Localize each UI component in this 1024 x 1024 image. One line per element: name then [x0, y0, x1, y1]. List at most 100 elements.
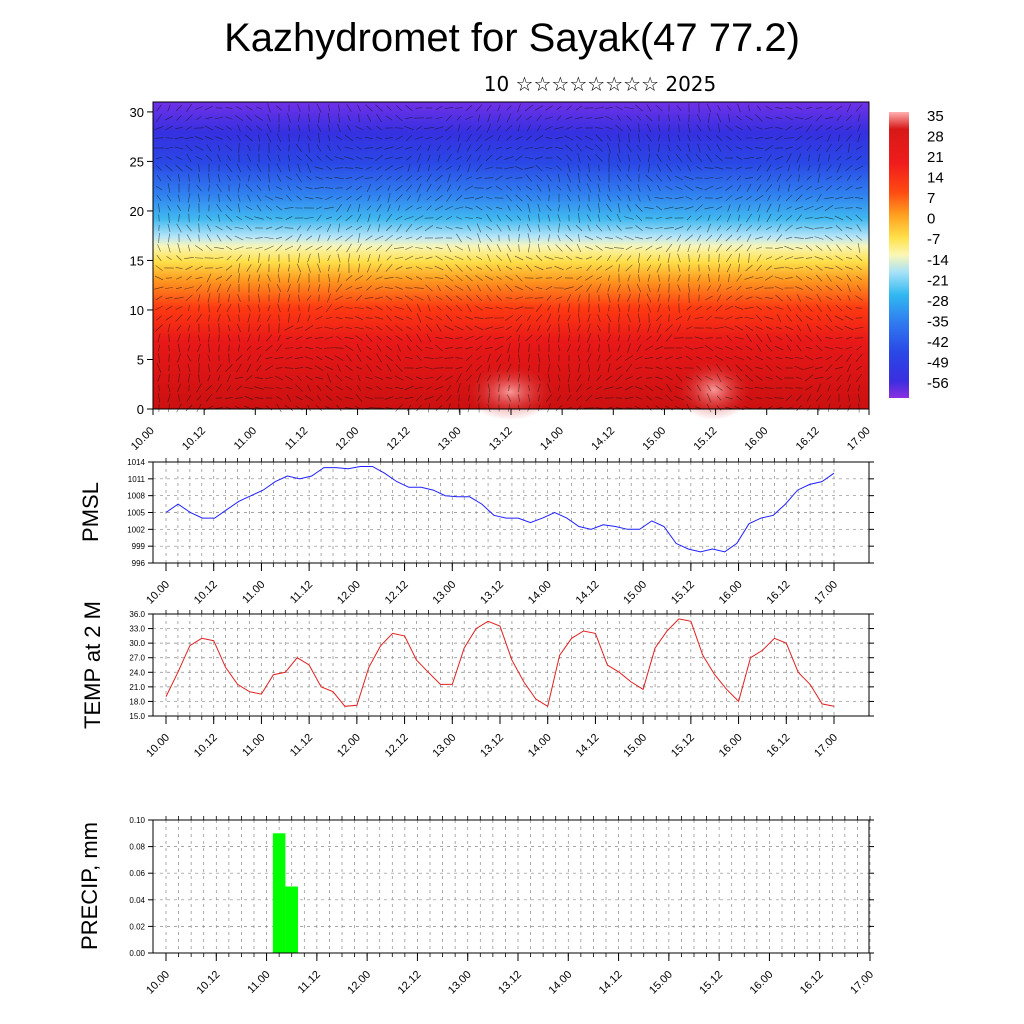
wind-vector: [415, 394, 423, 402]
wind-vector: [298, 114, 300, 122]
wind-vector: [567, 184, 571, 192]
wind-vector: [648, 144, 650, 152]
wind-vector: [387, 204, 391, 212]
wind-vector: [784, 245, 794, 251]
wind-vector: [706, 305, 712, 311]
wind-vector: [484, 177, 494, 179]
wind-vector: [415, 247, 423, 249]
wind-vector: [715, 385, 723, 391]
wind-vector: [587, 204, 591, 212]
wind-vector: [688, 283, 690, 293]
wind-vector: [208, 364, 210, 372]
wind-vector: [518, 233, 520, 243]
temp-y-tick-label: 30.0: [129, 639, 145, 648]
wind-vector: [707, 223, 711, 233]
wind-vector: [716, 363, 722, 373]
wind-vector: [275, 105, 283, 111]
wind-vector: [626, 184, 632, 192]
wind-vector: [597, 174, 601, 182]
wind-vector: [245, 396, 253, 400]
wind-vector: [726, 263, 732, 273]
wind-vector: [516, 215, 522, 221]
wind-vector: [837, 405, 841, 411]
pmsl-x-tick-label: 17.00: [812, 579, 840, 607]
wind-vector: [475, 217, 483, 219]
wind-vector: [716, 113, 722, 123]
wind-vector: [555, 296, 563, 300]
wind-vector: [307, 404, 311, 412]
precip-y-axis: 0.000.020.040.060.080.10: [129, 816, 874, 958]
wind-vector: [518, 373, 520, 383]
wind-vector: [327, 373, 331, 383]
wind-vector: [586, 265, 592, 271]
wind-vector: [705, 315, 713, 321]
wind-vector: [706, 393, 712, 403]
wind-vector: [735, 364, 743, 372]
wind-vector: [385, 386, 393, 390]
wind-vector: [855, 207, 863, 209]
wind-vector: [627, 284, 631, 292]
wind-vector: [324, 206, 334, 210]
wind-vector: [477, 154, 481, 162]
wind-vector: [334, 326, 344, 330]
wind-vector: [687, 243, 691, 253]
wind-vector: [766, 164, 772, 172]
wind-vector: [446, 145, 452, 151]
wind-vector: [706, 103, 712, 113]
wind-vector: [204, 105, 214, 111]
wind-vector: [746, 234, 752, 242]
wind-vector: [514, 255, 524, 261]
wind-vector: [466, 225, 472, 231]
wind-vector: [625, 364, 633, 372]
wind-vector: [515, 314, 523, 322]
wind-vector: [316, 226, 322, 230]
wind-vector: [247, 145, 251, 151]
wind-vector: [207, 374, 211, 382]
wind-vector: [395, 276, 403, 280]
precip-x-tick-label: 16.12: [798, 969, 826, 997]
wind-vector: [176, 403, 182, 413]
wind-vector: [806, 135, 812, 141]
wind-vector: [337, 253, 341, 263]
wind-vector: [736, 223, 742, 233]
wind-vector: [385, 225, 393, 231]
precip-frame: [152, 819, 870, 954]
wind-vector: [655, 346, 663, 350]
wind-vector: [726, 105, 732, 111]
wind-vector: [726, 213, 732, 223]
wind-vector: [204, 136, 214, 140]
wind-vector: [225, 214, 233, 222]
wind-vector: [465, 105, 473, 111]
temp-x-tick-label: 11.12: [288, 732, 315, 759]
wind-vector: [647, 303, 651, 313]
wind-vector: [746, 333, 752, 343]
heatmap-x-tick-label: 14.12: [589, 425, 617, 453]
wind-vector: [497, 113, 501, 123]
wind-vector: [755, 397, 763, 399]
wind-vector: [235, 354, 243, 362]
wind-vector: [256, 163, 262, 173]
wind-vector: [785, 115, 793, 121]
wind-vector: [566, 173, 572, 183]
wind-vector: [764, 137, 774, 139]
wind-vector: [277, 263, 281, 273]
wind-vector: [225, 107, 233, 109]
wind-vector: [518, 383, 520, 393]
wind-vector: [655, 234, 663, 242]
wind-vector: [305, 375, 313, 381]
wind-vector: [625, 376, 633, 380]
wind-vector: [688, 264, 690, 272]
wind-vector: [645, 174, 653, 182]
wind-vector: [385, 214, 393, 222]
wind-vector: [606, 134, 612, 142]
wind-vector: [247, 274, 251, 282]
wind-vector: [155, 265, 163, 271]
wind-vector: [795, 126, 803, 130]
wind-vector: [256, 263, 262, 273]
wind-vector: [415, 276, 423, 280]
wind-vector: [686, 154, 692, 162]
wind-vector: [447, 173, 451, 183]
wind-vector: [697, 394, 701, 402]
precip-x-tick-label: 11.12: [296, 969, 323, 996]
